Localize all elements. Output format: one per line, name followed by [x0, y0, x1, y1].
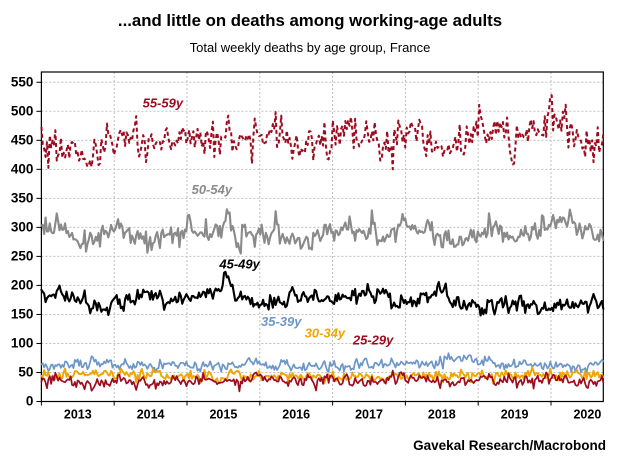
svg-text:400: 400: [11, 162, 34, 177]
svg-text:2015: 2015: [209, 408, 237, 422]
svg-text:35-39y: 35-39y: [261, 314, 302, 329]
svg-text:2020: 2020: [573, 408, 601, 422]
svg-text:100: 100: [11, 336, 34, 351]
svg-text:350: 350: [11, 191, 34, 206]
svg-text:550: 550: [11, 74, 34, 89]
svg-text:50: 50: [18, 365, 33, 380]
svg-text:45-49y: 45-49y: [218, 256, 260, 271]
svg-text:25-29y: 25-29y: [352, 333, 394, 348]
svg-text:2016: 2016: [282, 408, 310, 422]
svg-text:300: 300: [11, 220, 34, 235]
svg-text:450: 450: [11, 133, 34, 148]
svg-text:2014: 2014: [137, 408, 165, 422]
svg-text:2019: 2019: [501, 408, 529, 422]
svg-text:500: 500: [11, 104, 34, 119]
svg-text:30-34y: 30-34y: [305, 325, 346, 340]
svg-text:2018: 2018: [428, 408, 456, 422]
svg-text:55-59y: 55-59y: [143, 95, 184, 110]
svg-text:200: 200: [11, 278, 34, 293]
svg-text:2013: 2013: [64, 408, 92, 422]
svg-text:150: 150: [11, 307, 34, 322]
svg-text:0: 0: [26, 394, 34, 409]
svg-text:50-54y: 50-54y: [192, 182, 233, 197]
svg-text:2017: 2017: [355, 408, 383, 422]
svg-text:250: 250: [11, 249, 34, 264]
